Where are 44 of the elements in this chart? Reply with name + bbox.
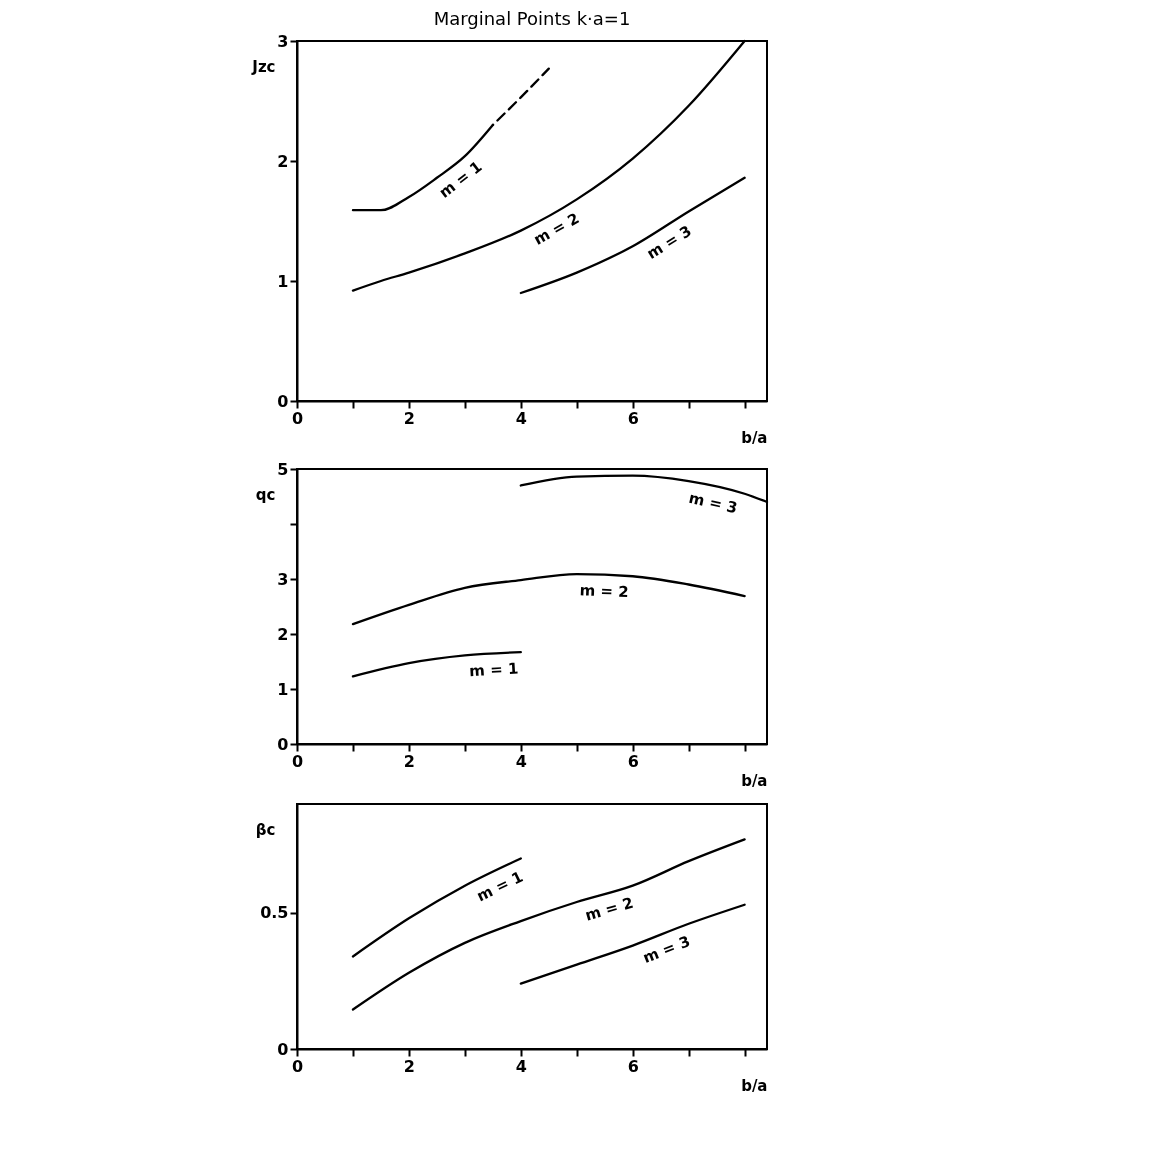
series-label: m = 1 xyxy=(468,659,519,681)
y-axis-title: Jzc xyxy=(251,57,276,76)
x-axis-title: b/a xyxy=(741,428,768,447)
line-series xyxy=(351,857,522,958)
y-tick-label: 0 xyxy=(277,734,289,754)
y-tick-label: 1 xyxy=(277,679,289,699)
line-series xyxy=(351,838,746,1011)
line-series xyxy=(351,651,522,678)
y-tick-label: 0.5 xyxy=(260,903,289,923)
y-tick-label: 3 xyxy=(277,31,289,51)
line-series xyxy=(351,572,746,626)
x-tick-label: 2 xyxy=(403,1056,415,1076)
text: m = 1 xyxy=(435,157,486,202)
line-series xyxy=(519,176,746,295)
series-label: m = 2 xyxy=(579,581,629,602)
y-tick-label: 0 xyxy=(277,391,289,411)
text: m = 3 xyxy=(640,932,693,967)
y-tick-label: 2 xyxy=(277,151,289,171)
y-axis-title: qc xyxy=(255,485,276,504)
x-axis-title: b/a xyxy=(741,1076,768,1095)
x-tick-label: 6 xyxy=(627,751,639,771)
x-tick-label: 0 xyxy=(291,1056,304,1076)
x-tick-label: 2 xyxy=(403,408,415,428)
x-tick-label: 6 xyxy=(627,408,639,428)
x-tick-label: 6 xyxy=(627,1056,639,1076)
y-tick-label: 5 xyxy=(277,459,289,479)
y-tick-label: 0 xyxy=(277,1039,289,1059)
text: m = 3 xyxy=(643,221,695,263)
x-tick-label: 4 xyxy=(515,408,527,428)
y-axis-title: βc xyxy=(255,820,276,839)
text: m = 1 xyxy=(473,867,526,906)
y-tick-label: 2 xyxy=(277,624,289,644)
chart-title: Marginal Points k·a=1 xyxy=(433,8,631,29)
y-tick-label: 1 xyxy=(277,271,289,291)
x-tick-label: 0 xyxy=(291,408,304,428)
x-tick-label: 4 xyxy=(515,751,527,771)
x-tick-label: 4 xyxy=(515,1056,527,1076)
text: m = 3 xyxy=(687,488,740,518)
y-tick-label: 3 xyxy=(277,569,289,589)
text: m = 2 xyxy=(583,893,636,925)
text: m = 2 xyxy=(530,209,583,249)
x-axis-title: b/a xyxy=(741,771,768,790)
x-tick-label: 2 xyxy=(403,751,415,771)
x-tick-label: 0 xyxy=(291,751,304,771)
